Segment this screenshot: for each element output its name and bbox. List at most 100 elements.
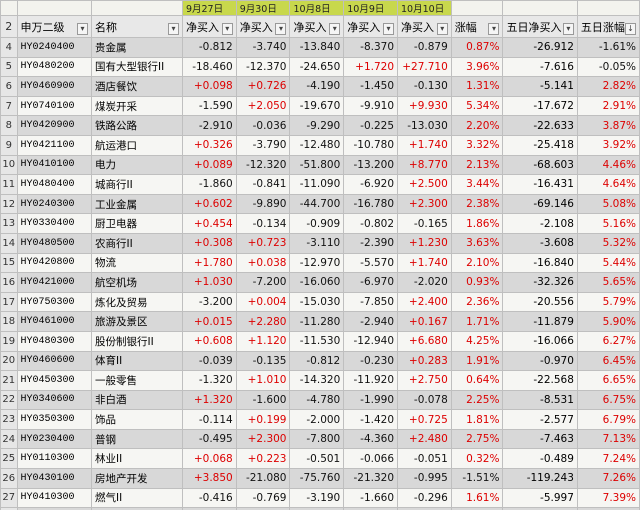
net-buy-d3[interactable]: -3.190	[289, 487, 345, 509]
net-buy-d3[interactable]: -15.030	[289, 291, 345, 313]
change-pct[interactable]: 1.61%	[450, 487, 504, 509]
net-buy-d3[interactable]: -12.970	[289, 252, 345, 274]
five-day-change[interactable]: 7.13%	[576, 428, 640, 450]
net-buy-d1[interactable]: -0.495	[181, 428, 237, 450]
five-day-change[interactable]: 5.16%	[576, 213, 640, 234]
net-buy-d1[interactable]: +0.089	[181, 154, 237, 176]
col-header-d4[interactable]: 净买入 ▾	[343, 15, 399, 38]
net-buy-d1[interactable]: +0.098	[181, 76, 237, 97]
five-day-net-buy[interactable]: -11.879	[502, 311, 578, 332]
industry-code[interactable]: HY0350100	[16, 507, 92, 510]
col-header-change[interactable]: 涨幅 ▾	[450, 15, 504, 38]
col-header-name[interactable]: 名称 ▾	[90, 15, 183, 38]
row-number[interactable]: 16	[0, 272, 18, 293]
change-pct[interactable]: 2.75%	[450, 428, 504, 450]
industry-code[interactable]: HY0330400	[16, 213, 92, 234]
net-buy-d3[interactable]: -11.280	[289, 311, 345, 332]
net-buy-d2[interactable]: -0.134	[235, 213, 291, 234]
col-header-5d-change[interactable]: 五日涨幅 ↓	[576, 15, 640, 38]
row-number[interactable]: 10	[0, 154, 18, 176]
five-day-net-buy[interactable]: -25.418	[502, 134, 578, 156]
row-number[interactable]: 23	[0, 409, 18, 430]
five-day-change[interactable]: 5.79%	[576, 291, 640, 313]
net-buy-d2[interactable]: +0.223	[235, 448, 291, 470]
net-buy-d5[interactable]: -0.296	[397, 487, 452, 509]
net-buy-d1[interactable]: +0.068	[181, 448, 237, 470]
five-day-net-buy[interactable]: -2.577	[502, 409, 578, 430]
change-pct[interactable]: 4.25%	[450, 330, 504, 352]
five-day-net-buy[interactable]: -7.463	[502, 428, 578, 450]
net-buy-d1[interactable]: -0.039	[181, 350, 237, 372]
net-buy-d1[interactable]: +1.780	[181, 252, 237, 274]
net-buy-d4[interactable]: -0.066	[343, 448, 399, 470]
industry-code[interactable]: HY0460600	[16, 350, 92, 372]
industry-code[interactable]: HY0450300	[16, 370, 92, 391]
net-buy-d5[interactable]: +0.167	[397, 311, 452, 332]
net-buy-d4[interactable]: -0.230	[343, 350, 399, 372]
net-buy-d3[interactable]: -51.800	[289, 154, 345, 176]
net-buy-d3[interactable]: -0.909	[289, 213, 345, 234]
net-buy-d2[interactable]: -0.769	[235, 487, 291, 509]
row-number[interactable]: 15	[0, 252, 18, 274]
net-buy-d2[interactable]: -12.320	[235, 154, 291, 176]
net-buy-d1[interactable]: +0.454	[181, 213, 237, 234]
net-buy-d2[interactable]: +0.038	[235, 252, 291, 274]
five-day-net-buy[interactable]: -32.326	[502, 272, 578, 293]
industry-name[interactable]: 一般零售	[90, 370, 183, 391]
net-buy-d5[interactable]: +6.680	[397, 330, 452, 352]
five-day-change[interactable]: 7.39%	[576, 487, 640, 509]
net-buy-d3[interactable]: -4.190	[289, 76, 345, 97]
change-pct[interactable]: 0.93%	[450, 272, 504, 293]
five-day-net-buy[interactable]: -22.568	[502, 370, 578, 391]
net-buy-d5[interactable]: -0.995	[397, 468, 452, 489]
industry-name[interactable]: 厨卫电器	[90, 213, 183, 234]
net-buy-d5[interactable]: -0.153	[397, 507, 452, 510]
change-pct[interactable]: 2.38%	[450, 193, 504, 215]
industry-name[interactable]: 非白酒	[90, 389, 183, 411]
five-day-net-buy[interactable]: -16.431	[502, 174, 578, 195]
net-buy-d4[interactable]: -8.370	[343, 37, 399, 58]
net-buy-d3[interactable]: -2.000	[289, 409, 345, 430]
net-buy-d5[interactable]: +0.283	[397, 350, 452, 372]
net-buy-d5[interactable]: +2.300	[397, 193, 452, 215]
five-day-change[interactable]: 3.87%	[576, 115, 640, 136]
sort-desc-icon[interactable]: ↓	[625, 22, 636, 35]
net-buy-d3[interactable]: -11.090	[289, 174, 345, 195]
industry-name[interactable]: 航运港口	[90, 134, 183, 156]
industry-name[interactable]: 普钢	[90, 428, 183, 450]
five-day-change[interactable]: 5.08%	[576, 193, 640, 215]
industry-code[interactable]: HY0480300	[16, 330, 92, 352]
col-header-level[interactable]: 申万二级 ▾	[16, 15, 92, 38]
net-buy-d5[interactable]: +8.770	[397, 154, 452, 176]
five-day-net-buy[interactable]: -5.141	[502, 76, 578, 97]
net-buy-d4[interactable]: +1.720	[343, 56, 399, 78]
net-buy-d4[interactable]: -1.660	[343, 487, 399, 509]
five-day-net-buy[interactable]: -69.146	[502, 193, 578, 215]
net-buy-d4[interactable]: -0.802	[343, 213, 399, 234]
net-buy-d4[interactable]: -5.570	[343, 252, 399, 274]
net-buy-d5[interactable]: +1.230	[397, 232, 452, 254]
net-buy-d4[interactable]: -11.920	[343, 370, 399, 391]
net-buy-d4[interactable]: -16.780	[343, 193, 399, 215]
industry-name[interactable]: 工业金属	[90, 193, 183, 215]
five-day-change[interactable]: 4.64%	[576, 174, 640, 195]
industry-name[interactable]: 物流	[90, 252, 183, 274]
dropdown-filter-icon[interactable]: ▾	[488, 22, 500, 35]
five-day-change[interactable]: 2.91%	[576, 95, 640, 117]
net-buy-d1[interactable]: -0.812	[181, 37, 237, 58]
net-buy-d4[interactable]: -1.450	[343, 76, 399, 97]
net-buy-d3[interactable]: -9.290	[289, 115, 345, 136]
net-buy-d5[interactable]: +0.725	[397, 409, 452, 430]
net-buy-d1[interactable]: +0.308	[181, 232, 237, 254]
net-buy-d1[interactable]: +0.015	[181, 311, 237, 332]
col-header-d3[interactable]: 净买入 ▾	[289, 15, 345, 38]
net-buy-d1[interactable]: -0.114	[181, 409, 237, 430]
change-pct[interactable]: 2.36%	[450, 291, 504, 313]
five-day-net-buy[interactable]: -7.616	[502, 56, 578, 78]
industry-name[interactable]: 体育II	[90, 350, 183, 372]
change-pct[interactable]: 0.87%	[450, 37, 504, 58]
net-buy-d1[interactable]: +0.602	[181, 193, 237, 215]
net-buy-d2[interactable]: +2.280	[235, 311, 291, 332]
net-buy-d3[interactable]: -3.110	[289, 232, 345, 254]
five-day-change[interactable]: 2.82%	[576, 76, 640, 97]
